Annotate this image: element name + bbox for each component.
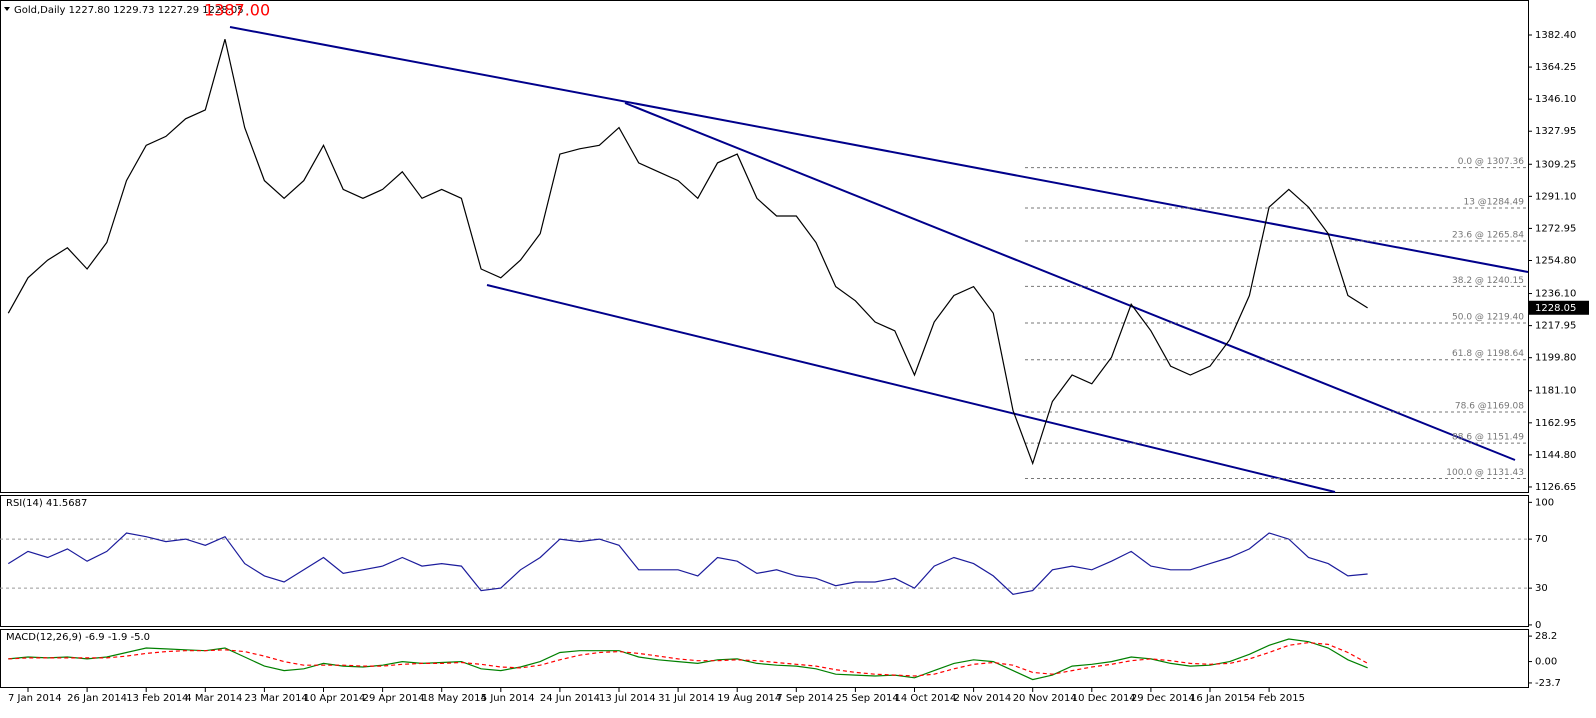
x-tick-label: 19 Aug 2014 [717,693,781,704]
y-tick-label: 1199.80 [1535,353,1576,364]
fib-label: 88.6 @ 1151.49 [1452,433,1524,443]
y-tick-label: 1126.65 [1535,482,1576,493]
y-tick-label: 1181.10 [1535,386,1576,397]
x-tick-label: 29 Dec 2014 [1131,693,1195,704]
x-tick-label: 31 Jul 2014 [658,693,715,704]
trend-line [486,284,1336,493]
fib-label: 0.0 @ 1307.36 [1458,157,1525,167]
trend-line [229,26,1529,273]
y-tick-label: 30 [1535,583,1548,594]
chart-title: Gold,Daily 1227.80 1229.73 1227.29 1228.… [14,5,244,16]
x-tick-label: 26 Jan 2014 [67,693,127,704]
x-tick-label: 10 Apr 2014 [304,693,366,704]
last-price-box [1529,300,1589,315]
fib-label: 100.0 @ 1131.43 [1446,468,1524,478]
x-tick-label: 29 Apr 2014 [363,693,425,704]
y-tick-label: 1291.10 [1535,191,1576,202]
x-tick-label: 13 Jul 2014 [599,693,656,704]
x-tick-label: 4 Mar 2014 [185,693,242,704]
x-tick-label: 10 Dec 2014 [1072,693,1136,704]
fib-label: 13 @1284.49 [1463,198,1524,208]
y-tick-label: 1254.80 [1535,255,1576,266]
x-tick-label: 7 Sep 2014 [776,693,833,704]
y-tick-label: 1364.25 [1535,62,1576,73]
y-tick-label: 0 [1535,620,1541,631]
x-tick-label: 16 Jan 2015 [1190,693,1250,704]
last-price-label: 1228.05 [1535,303,1576,314]
fib-label: 78.6 @1169.08 [1455,401,1524,411]
x-tick-label: 23 Mar 2014 [244,693,307,704]
y-tick-label: 1346.10 [1535,94,1576,105]
rsi-line [7,532,1368,595]
fib-label: 61.8 @ 1198.64 [1452,349,1524,359]
y-tick-label: 28.2 [1535,631,1557,642]
y-tick-label: 1217.95 [1535,321,1576,332]
y-tick-label: 1236.10 [1535,289,1576,300]
x-tick-label: 4 Feb 2015 [1249,693,1305,704]
fib-label: 23.6 @ 1265.84 [1452,230,1524,240]
x-tick-label: 7 Jan 2014 [8,693,62,704]
x-tick-label: 5 Jun 2014 [481,693,535,704]
x-tick-label: 24 Jun 2014 [540,693,600,704]
x-tick-label: 14 Oct 2014 [895,693,957,704]
x-tick-label: 20 Nov 2014 [1013,693,1077,704]
y-tick-label: 1327.95 [1535,126,1576,137]
y-tick-label: 1144.80 [1535,450,1576,461]
price-line [7,39,1368,466]
y-tick-label: 70 [1535,534,1548,545]
y-tick-label: 1162.95 [1535,418,1576,429]
rsi-panel [0,495,1529,627]
y-tick-label: 1272.95 [1535,223,1576,234]
x-tick-label: 18 May 2014 [422,693,487,704]
fib-label: 38.2 @ 1240.15 [1452,276,1524,286]
rsi-title: RSI(14) 41.5687 [6,498,87,509]
trend-line [624,102,1516,461]
menu-arrow[interactable] [4,7,10,11]
macd-panel [0,629,1529,688]
macd-title: MACD(12,26,9) -6.9 -1.9 -5.0 [6,632,150,643]
macd-line [8,638,1368,681]
y-tick-label: 0.00 [1535,657,1557,668]
x-tick-label: 2 Nov 2014 [954,693,1012,704]
x-tick-label: 25 Sep 2014 [835,693,898,704]
macd-line [8,641,1368,677]
y-tick-label: 100 [1535,497,1554,508]
y-tick-label: 1382.40 [1535,30,1576,41]
x-tick-label: 13 Feb 2014 [126,693,188,704]
fib-label: 50.0 @ 1219.40 [1452,313,1524,323]
y-tick-label: -23.7 [1535,678,1561,689]
annotation: 1387.00 [204,1,270,20]
y-tick-label: 1309.25 [1535,159,1576,170]
price-panel [0,0,1529,493]
